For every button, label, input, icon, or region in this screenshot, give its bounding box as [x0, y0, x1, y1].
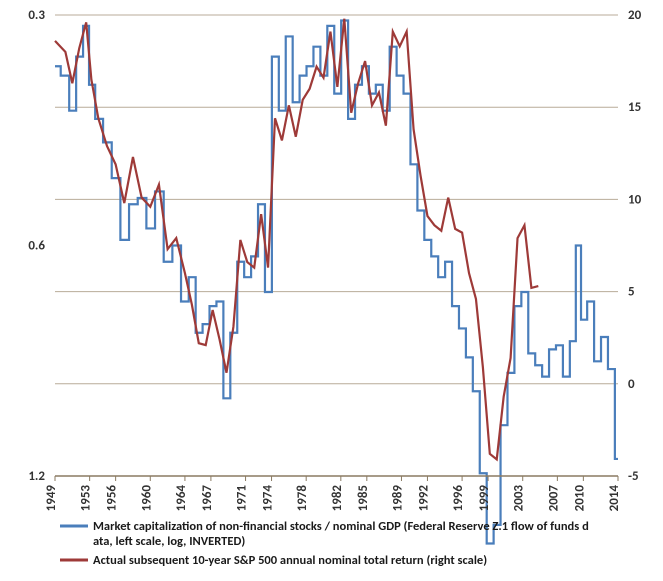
y-left-tick: 0.6 [28, 239, 45, 254]
x-tick: 2003 [512, 485, 527, 512]
x-tick: 1985 [356, 485, 371, 511]
x-tick: 1982 [330, 485, 345, 512]
x-tick: 2014 [607, 485, 622, 512]
legend-label-1: Market capitalization of non-financial s… [93, 519, 589, 534]
y-left-tick: 0.3 [28, 8, 45, 23]
x-tick: 1999 [477, 485, 492, 512]
x-tick: 1971 [235, 485, 250, 512]
x-tick: 1992 [416, 485, 431, 512]
y-right-tick: 15 [628, 100, 641, 115]
chart-container: 0.3 0.6 1.2 -5 0 5 10 15 20 1949 1953 1956 1960 1964 1… [0, 0, 663, 581]
y-left-tick: 1.2 [28, 469, 45, 484]
x-tick: 1974 [261, 485, 276, 512]
x-tick: 2010 [572, 485, 587, 512]
x-tick: 1960 [139, 485, 154, 512]
y-right-tick: -5 [628, 469, 639, 484]
y-right-tick: 5 [628, 285, 635, 300]
legend-label-2: Actual subsequent 10-year S&P 500 annual… [93, 553, 487, 568]
x-tick: 1956 [105, 485, 120, 512]
x-tick: 1953 [79, 485, 94, 512]
legend-label-1b: ata, left scale, log, INVERTED) [93, 534, 245, 549]
x-tick: 1989 [390, 485, 405, 512]
chart-svg: 0.3 0.6 1.2 -5 0 5 10 15 20 1949 1953 1956 1960 1964 1… [0, 0, 663, 581]
x-tick: 1996 [451, 485, 466, 512]
x-tick: 1949 [44, 485, 59, 512]
x-tick: 1964 [174, 485, 189, 512]
x-tick: 2007 [546, 485, 561, 512]
y-right-tick: 20 [628, 8, 642, 23]
y-right-tick: 0 [628, 377, 635, 392]
x-tick: 1967 [200, 485, 215, 512]
x-tick: 1978 [295, 485, 310, 512]
y-right-tick: 10 [628, 192, 642, 207]
